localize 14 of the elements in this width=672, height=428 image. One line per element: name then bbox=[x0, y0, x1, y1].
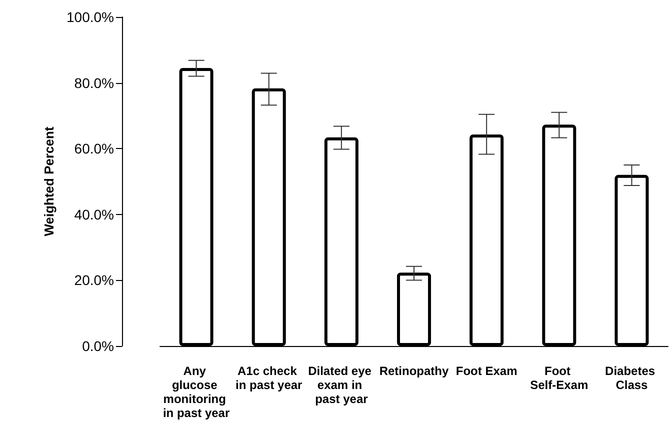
x-tick-label: Diabetes Class bbox=[605, 364, 658, 392]
y-tick-label: 100.0% bbox=[66, 9, 114, 25]
y-axis-title: Weighted Percent bbox=[42, 126, 57, 236]
y-tick-label: 20.0% bbox=[74, 272, 114, 288]
y-tick-label: 40.0% bbox=[74, 206, 114, 222]
x-tick-label: A1c check in past year bbox=[236, 364, 303, 392]
y-tick-label: 80.0% bbox=[74, 74, 114, 91]
y-tick-label: 0.0% bbox=[82, 338, 114, 354]
x-tick-label: Foot Exam bbox=[456, 364, 518, 378]
x-tick-label: Dilated eye exam in past year bbox=[308, 364, 375, 406]
x-tick-label: Any glucose monitoring in past year bbox=[162, 364, 230, 420]
y-tick-label: 60.0% bbox=[74, 140, 114, 157]
x-tick-label: Retinopathy bbox=[379, 364, 449, 378]
x-tick-label: Foot Self-Exam bbox=[530, 364, 588, 392]
